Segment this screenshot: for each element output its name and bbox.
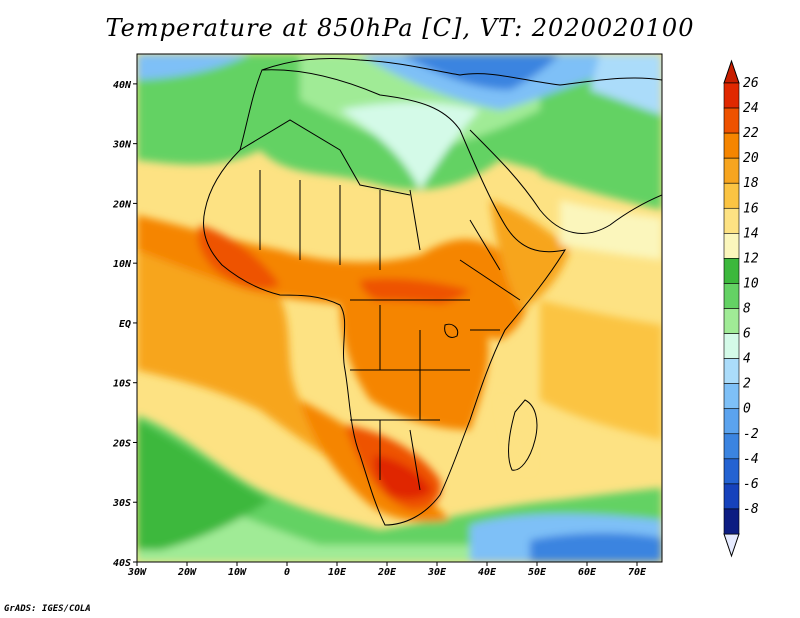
colorbar-swatch (723, 483, 740, 510)
colorbar-swatch (723, 433, 740, 460)
colorbar-label: 22 (743, 126, 759, 141)
colorbar-swatch (723, 383, 740, 410)
lon-tick-label: 60E (578, 567, 597, 578)
field-north-deepblue (400, 54, 560, 90)
lon-tick-label: 0 (284, 567, 290, 578)
colorbar-swatch (723, 508, 740, 535)
border-central (350, 299, 470, 420)
map-frame (136, 53, 663, 563)
colorbar-swatch (723, 233, 740, 259)
field-atlantic-orange (137, 230, 400, 500)
colorbar-label: -4 (743, 452, 759, 467)
colorbar-swatch (723, 82, 740, 109)
colorbar-label: -8 (743, 502, 759, 517)
lon-tick-label: 30E (427, 567, 447, 578)
madagascar-coastline (508, 399, 538, 471)
lat-tick-label: 30N (112, 140, 132, 151)
field-kalahari-darkred (374, 455, 432, 500)
lake-victoria (444, 323, 459, 338)
lon-tick-label: 20W (177, 567, 197, 578)
field-east-blue (590, 54, 662, 115)
lat-tick-label: 10S (113, 379, 131, 390)
colorbar-label: 4 (743, 352, 751, 367)
colorbar-swatch (723, 207, 740, 234)
lat-tick-label: 10N (113, 259, 132, 270)
field-indian-orange (540, 300, 662, 440)
field-arabia-green (540, 120, 662, 210)
lat-tick-label: 20N (112, 199, 132, 210)
colorbar-label: 20 (743, 151, 759, 166)
lat-axis: 40N 30N 20N 10N EQ 10S 20S 30S 40S (112, 80, 137, 569)
mediterranean-north (261, 57, 662, 86)
colorbar-label: 16 (743, 201, 759, 216)
colorbar-swatch (723, 358, 740, 384)
lon-tick-label: 40E (478, 567, 497, 578)
lon-tick-label: 20E (377, 567, 397, 578)
lon-axis: 30W 20W 10W 0 10E 20E 30E 40E 50E 60E 70E (127, 562, 647, 578)
chart-title: Temperature at 850hPa [C], VT: 202002010… (105, 14, 695, 42)
lon-tick-label: 70E (628, 567, 647, 578)
field-horn-orange (490, 200, 570, 310)
lon-tick-label: 10E (328, 567, 347, 578)
lon-tick-label: 10W (228, 567, 247, 578)
colorbar-label: 26 (743, 76, 759, 91)
coastlines (203, 57, 662, 526)
lat-tick-label: 40S (113, 558, 131, 569)
field-north-mint (340, 102, 480, 190)
border-sahara-2 (259, 170, 421, 270)
colorbar-swatch (723, 258, 740, 284)
colorbar-label: 8 (743, 302, 751, 317)
border-south (350, 419, 440, 491)
colorbar-label: -6 (743, 477, 759, 492)
colorbar-label: 0 (743, 402, 751, 417)
lat-tick-label: 30S (112, 498, 131, 509)
field-westafrica-red (198, 225, 280, 290)
colorbar-label: 24 (743, 101, 759, 116)
colorbar-label: 12 (743, 251, 759, 266)
field-southern-lightgreen (137, 470, 662, 562)
lon-tick-label: 50E (528, 567, 547, 578)
credit-label: GrADS: IGES/COLA (4, 604, 91, 614)
africa-coastline (203, 69, 567, 526)
colorbar-swatch (723, 333, 740, 359)
colorbar-swatch (723, 132, 740, 159)
arabia-coastline (469, 129, 662, 234)
colorbar-label: 2 (743, 377, 751, 392)
border-east (459, 219, 521, 331)
colorbar-swatch (723, 308, 740, 334)
field-southern-deepblue (530, 533, 662, 562)
field-indian-lightyellow (560, 200, 662, 260)
colorbar-swatch (723, 157, 740, 184)
colorbar-swatch (723, 107, 740, 134)
field-atlantic-green (137, 420, 270, 550)
temperature-field (137, 54, 662, 562)
colorbar-label: 14 (743, 226, 759, 241)
colorbar-swatch (723, 182, 740, 209)
colorbar-label: -2 (743, 427, 759, 442)
colorbar-high-arrow (723, 59, 740, 84)
colorbar-low-arrow (723, 533, 740, 558)
field-madagascar-cool (500, 400, 531, 470)
lat-tick-label: EQ (119, 319, 131, 330)
field-northwest-blue (137, 54, 250, 80)
border-sahara-1 (239, 119, 411, 196)
colorbar-label: 10 (743, 276, 759, 291)
colorbar-swatch (723, 458, 740, 485)
field-central-orange (340, 300, 489, 430)
colorbar-label: 6 (743, 327, 751, 342)
lat-tick-label: 20S (112, 438, 131, 449)
colorbar-swatch (723, 408, 740, 435)
colorbar-label: 18 (743, 176, 759, 191)
lat-tick-label: 40N (113, 80, 132, 91)
lon-tick-label: 30W (127, 567, 147, 578)
colorbar-swatch (723, 283, 740, 309)
